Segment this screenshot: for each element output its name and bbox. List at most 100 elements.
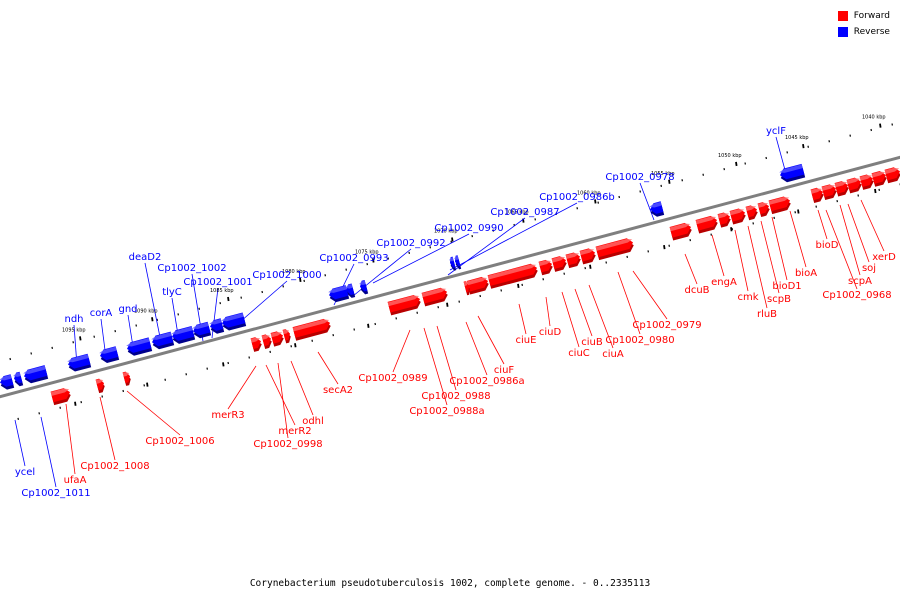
- gene-label: tlyC: [162, 287, 182, 298]
- label-leader-line: [639, 182, 655, 221]
- gene-label: Cp1002_0989: [358, 373, 427, 384]
- label-leader-line: [436, 325, 457, 391]
- label-leader-line: [317, 351, 339, 385]
- gene-label: yclF: [766, 126, 786, 137]
- legend-label-forward: Forward: [853, 11, 890, 21]
- legend-item-forward: Forward: [837, 8, 890, 24]
- label-leader-line: [265, 364, 296, 426]
- reverse-gene-arrow: [0, 374, 15, 390]
- forward-gene-arrow: [95, 378, 105, 394]
- reverse-gene-arrow: [171, 325, 196, 344]
- forward-gene-arrow: [669, 222, 692, 241]
- label-leader-line: [617, 271, 641, 335]
- gene-label: Cp1002_0978: [605, 172, 674, 183]
- label-leader-line: [449, 202, 578, 271]
- kbp-label: 1080 kbp: [282, 269, 306, 275]
- gene-label: rluB: [757, 309, 777, 320]
- label-leader-line: [518, 303, 527, 335]
- genome-backbone: [0, 155, 900, 399]
- gene-label: Cp1002_1006: [145, 436, 214, 447]
- kbp-label: 1040 kbp: [862, 115, 886, 121]
- reverse-gene-arrow: [99, 346, 120, 363]
- forward-gene-arrow: [884, 167, 900, 184]
- kbp-label: 1070 kbp: [434, 228, 458, 234]
- forward-gene-arrow: [387, 294, 421, 316]
- gene-label: dcuB: [684, 285, 709, 296]
- label-leader-line: [760, 220, 780, 294]
- major-tick-forward: [874, 188, 877, 194]
- legend-item-reverse: Reverse: [837, 24, 890, 40]
- reverse-gene-arrow: [454, 255, 462, 270]
- reverse-gene-arrow: [151, 331, 175, 350]
- gene-label: scpA: [848, 276, 872, 287]
- forward-gene-arrow: [463, 281, 470, 296]
- gene-label: ciuC: [568, 348, 590, 359]
- forward-gene-arrow: [270, 331, 284, 347]
- reverse-gene-arrow: [23, 365, 49, 384]
- gene-label: soj: [862, 263, 876, 274]
- reverse-gene-arrow: [649, 201, 665, 217]
- gene-label: ciuA: [602, 349, 624, 360]
- kbp-label: 1065 kbp: [505, 210, 529, 216]
- forward-gene-arrow: [282, 329, 291, 344]
- major-tick-reverse: [668, 179, 671, 184]
- forward-gene-arrow: [261, 334, 272, 349]
- forward-gene-arrow: [122, 371, 131, 386]
- label-leader-line: [477, 315, 505, 365]
- label-leader-line: [684, 253, 698, 285]
- label-leader-line: [817, 209, 828, 240]
- forward-gene-arrow: [595, 238, 634, 261]
- kbp-label: 1075 kbp: [355, 249, 379, 255]
- gene-label: merR3: [211, 410, 244, 421]
- reverse-gene-arrow: [345, 283, 356, 298]
- forward-gene-arrow: [292, 318, 331, 341]
- label-leader-lines: [14, 136, 885, 488]
- gene-label: Cp1002_0993: [319, 253, 388, 264]
- major-tick-forward: [797, 209, 800, 214]
- label-leader-line: [227, 365, 257, 410]
- gene-label: engA: [711, 277, 737, 288]
- reverse-gene-arrow: [359, 279, 369, 295]
- label-leader-line: [99, 396, 116, 461]
- reverse-gene-arrow: [67, 353, 92, 372]
- gene-label: bioD: [816, 240, 839, 251]
- label-leader-line: [775, 136, 786, 171]
- gene-label: bioD1: [772, 281, 801, 292]
- label-leader-line: [372, 233, 470, 284]
- forward-gene-arrow: [551, 256, 567, 272]
- forward-gene-arrow: [846, 177, 862, 194]
- forward-gene-arrow: [421, 287, 448, 307]
- major-tick-forward: [730, 227, 733, 232]
- kbp-label: 1045 kbp: [785, 135, 809, 141]
- label-leader-line: [561, 291, 580, 348]
- gene-label: Cp1002_1008: [80, 461, 149, 472]
- major-tick-reverse: [79, 336, 82, 341]
- label-leader-line: [392, 329, 411, 373]
- forward-gene-arrow: [810, 187, 824, 203]
- major-tick-reverse: [227, 296, 230, 302]
- gene-label: gnd: [118, 304, 137, 315]
- label-leader-line: [144, 262, 163, 348]
- reverse-gene-arrow: [221, 312, 247, 331]
- tick-marks: [9, 123, 900, 421]
- forward-gene-arrow: [768, 196, 791, 215]
- label-leader-line: [711, 234, 725, 277]
- forward-gene-arrow: [729, 208, 746, 225]
- kbp-label: 1050 kbp: [718, 153, 742, 159]
- gene-label: xerD: [872, 252, 896, 263]
- gene-label: cmk: [737, 292, 758, 303]
- forward-gene-arrow: [745, 205, 758, 221]
- gene-label: Cp1002_1000: [252, 270, 321, 281]
- major-tick-reverse: [451, 237, 454, 242]
- major-tick-forward: [367, 323, 370, 328]
- kbp-label: 1095 kbp: [62, 327, 86, 333]
- label-leader-line: [290, 360, 314, 416]
- major-tick-forward: [294, 343, 297, 348]
- gene-label: ufaA: [64, 475, 87, 486]
- reverse-gene-arrow: [209, 318, 225, 334]
- gene-label: Cp1002_0979: [632, 320, 701, 331]
- major-tick-reverse: [372, 258, 375, 263]
- major-tick-reverse: [802, 143, 805, 149]
- gene-label: deaD2: [129, 252, 162, 263]
